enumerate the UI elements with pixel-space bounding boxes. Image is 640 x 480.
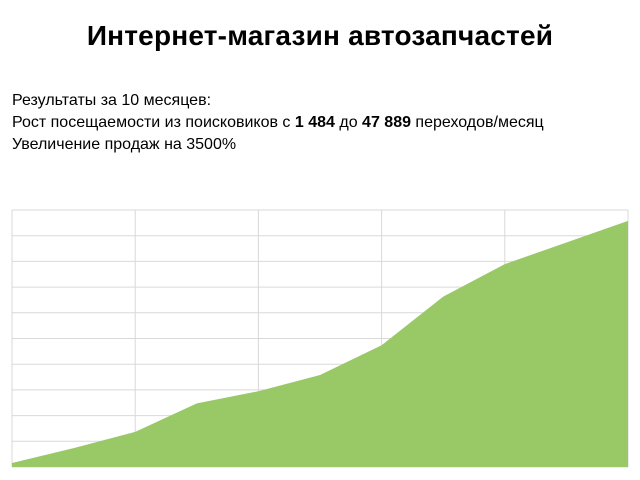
chart-area-layer	[12, 220, 628, 467]
traffic-area	[12, 220, 628, 467]
traffic-to-value: 47 889	[362, 114, 411, 131]
page-title: Интернет-магазин автозапчастей	[86, 20, 554, 51]
results-summary: Результаты за 10 месяцев: Рост посещаемо…	[12, 90, 544, 156]
traffic-area-chart	[11, 209, 629, 468]
sales-growth-line: Увеличение продаж на 3500%	[12, 136, 237, 153]
traffic-growth-prefix: Рост посещаемости из поисковиков с	[12, 114, 295, 131]
traffic-growth-mid: до	[334, 114, 363, 131]
traffic-growth-line: Рост посещаемости из поисковиков с 1 484…	[12, 112, 544, 134]
results-period: Результаты за 10 месяцев:	[12, 92, 212, 109]
traffic-growth-suffix: переходов/месяц	[410, 114, 544, 131]
traffic-from-value: 1 484	[294, 114, 335, 131]
